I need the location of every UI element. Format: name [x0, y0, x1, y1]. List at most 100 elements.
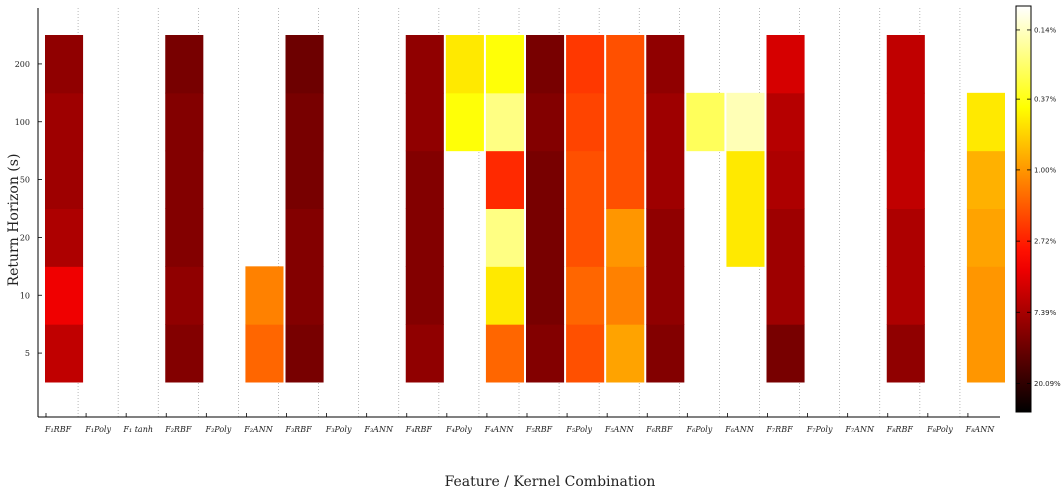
x-tick-label: F₈Poly: [926, 425, 953, 434]
y-axis-title: Return Horizon (s): [6, 154, 22, 287]
heatmap-cell: [45, 324, 84, 383]
heatmap-cell: [526, 324, 565, 383]
x-tick-label: F₄Poly: [445, 425, 472, 434]
heatmap-cell: [285, 266, 324, 325]
heatmap-cell: [526, 92, 565, 152]
heatmap-cell: [526, 150, 565, 209]
x-tick-label: F₈RBF: [886, 425, 914, 434]
x-tick-label: F₅Poly: [565, 425, 592, 434]
heatmap-cell: [646, 266, 685, 325]
heatmap-cell: [566, 208, 605, 267]
heatmap-cell: [165, 35, 204, 94]
heatmap-cell: [766, 92, 805, 152]
heatmap-cell: [45, 150, 84, 209]
heatmap-cell: [606, 35, 645, 94]
colorbar-tick-label: 20.09%: [1034, 380, 1061, 388]
heatmap-cell: [165, 150, 204, 209]
heatmap-cell: [886, 92, 925, 152]
heatmap-cell: [966, 150, 1005, 209]
heatmap-cell: [886, 208, 925, 267]
heatmap-cell: [646, 92, 685, 152]
heatmap-cell: [726, 92, 765, 152]
x-tick-label: F₁Poly: [84, 425, 111, 434]
colorbar-tick-label: 0.37%: [1034, 96, 1057, 104]
heatmap-cell: [285, 208, 324, 267]
heatmap-cell: [566, 92, 605, 152]
colorbar-tick-label: 1.00%: [1034, 166, 1057, 174]
heatmap-cell: [646, 150, 685, 209]
heatmap-cell: [886, 266, 925, 325]
heatmap-cell: [45, 92, 84, 152]
y-tick-label: 200: [15, 60, 30, 69]
colorbar-tick-label: 2.72%: [1034, 238, 1057, 246]
y-tick-label: 100: [15, 118, 30, 127]
heatmap-cell: [45, 35, 84, 94]
heatmap-cell: [566, 324, 605, 383]
heatmap-cell: [45, 208, 84, 267]
heatmap-cell: [405, 324, 444, 383]
heatmap-cell: [766, 150, 805, 209]
heatmap-cell: [285, 35, 324, 94]
heatmap-cell: [165, 324, 204, 383]
colorbar-tick-label: 7.39%: [1034, 309, 1057, 317]
heatmap-cell: [165, 266, 204, 325]
heatmap-cell: [726, 208, 765, 267]
heatmap-cell: [485, 324, 524, 383]
x-tick-label: F₂Poly: [205, 425, 232, 434]
heatmap-cell: [526, 35, 565, 94]
x-tick-label: F₈ANN: [965, 425, 996, 434]
heatmap-cell: [405, 208, 444, 267]
heatmap-cell: [485, 35, 524, 94]
colorbar-tick-label: 0.14%: [1034, 26, 1057, 34]
x-tick-label: F₄ANN: [484, 425, 515, 434]
colorbar: 0.14% 0.37% 1.00% 2.72% 7.39% 20.09%: [1015, 5, 1061, 413]
x-tick-label: F₃ANN: [363, 425, 394, 434]
heatmap-cell: [405, 266, 444, 325]
heatmap-cell: [726, 150, 765, 209]
x-tick-label: F₇Poly: [806, 425, 833, 434]
heatmap-cell: [646, 208, 685, 267]
x-tick-label: F₁ tanh: [122, 425, 153, 434]
axes: F₁RBF F₁Poly F₁ tanh F₂RBF F₂Poly F₂ANN F₃RBF F…: [15, 8, 1000, 434]
heatmap-cell: [285, 324, 324, 383]
colorbar-gradient: [1015, 5, 1032, 413]
heatmap-cell: [405, 35, 444, 94]
x-tick-label: F₆ANN: [724, 425, 755, 434]
heatmap-cell: [686, 92, 725, 152]
heatmap-cell: [886, 324, 925, 383]
x-tick-label: F₇ANN: [844, 425, 875, 434]
heatmap-cell: [606, 92, 645, 152]
heatmap-cell: [405, 92, 444, 152]
heatmap-cell: [766, 266, 805, 325]
heatmap-cell: [405, 150, 444, 209]
heatmap-cell: [245, 324, 284, 383]
x-tick-label: F₅RBF: [525, 425, 553, 434]
x-tick-label: F₂RBF: [164, 425, 192, 434]
heatmap-cell: [245, 266, 284, 325]
heatmap-cell: [165, 92, 204, 152]
heatmap-cell: [45, 266, 84, 325]
x-tick-label: F₁RBF: [44, 425, 72, 434]
x-tick-label: F₃RBF: [284, 425, 312, 434]
x-tick-label: F₄RBF: [405, 425, 433, 434]
heatmap-cell: [766, 208, 805, 267]
heatmap-cell: [566, 150, 605, 209]
heatmap-cell: [285, 92, 324, 152]
heatmap-cell: [966, 324, 1005, 383]
heatmap-cell: [646, 324, 685, 383]
heatmap-cells: [45, 35, 1005, 383]
heatmap-cell: [485, 266, 524, 325]
heatmap-cell: [606, 208, 645, 267]
heatmap-cell: [566, 35, 605, 94]
heatmap-cell: [165, 208, 204, 267]
heatmap-cell: [606, 324, 645, 383]
heatmap-cell: [485, 92, 524, 152]
heatmap-cell: [285, 150, 324, 209]
heatmap-cell: [445, 92, 484, 152]
heatmap-cell: [966, 266, 1005, 325]
heatmap-cell: [526, 266, 565, 325]
heatmap-cell: [526, 208, 565, 267]
heatmap-cell: [485, 150, 524, 209]
heatmap-cell: [445, 35, 484, 94]
